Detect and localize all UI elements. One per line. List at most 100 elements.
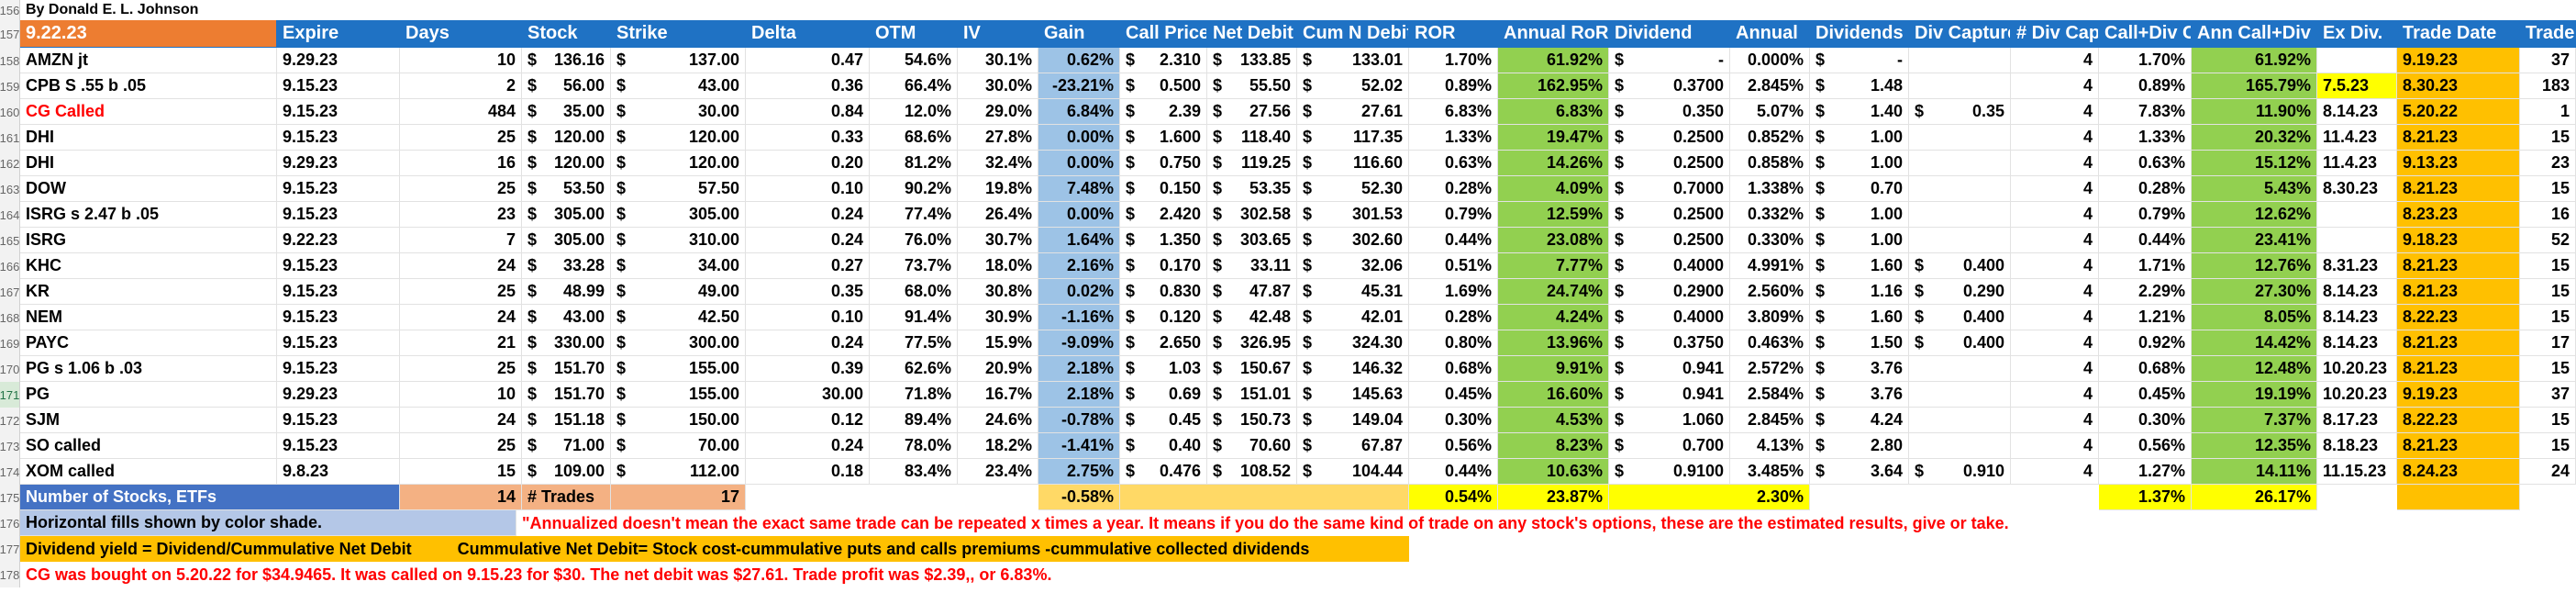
header-ror[interactable]: ROR: [1409, 20, 1498, 48]
cell-trades[interactable]: 183: [2520, 73, 2576, 99]
cell-days[interactable]: 10: [400, 382, 522, 408]
cell-trade-date[interactable]: 9.13.23: [2397, 151, 2520, 176]
header-call-price[interactable]: Call Price: [1120, 20, 1207, 48]
cell-iv[interactable]: 30.8%: [958, 279, 1038, 305]
cell-div-capture[interactable]: [1909, 125, 2011, 151]
cell-cum[interactable]: $133.01: [1297, 48, 1409, 73]
header-iv[interactable]: IV: [958, 20, 1038, 48]
cell-stock[interactable]: $151.18: [522, 408, 611, 433]
cell-expire[interactable]: 9.15.23: [277, 176, 400, 202]
cell-iv[interactable]: 18.2%: [958, 433, 1038, 459]
cell-call-div[interactable]: 2.29%: [2099, 279, 2192, 305]
cell-n-div[interactable]: 4: [2011, 382, 2099, 408]
cell-n-div[interactable]: 4: [2011, 151, 2099, 176]
header-div-capture[interactable]: Div Capture: [1909, 20, 2011, 48]
cell-strike[interactable]: $310.00: [611, 228, 746, 253]
cell-dividends[interactable]: $1.00: [1810, 202, 1909, 228]
cell-call-price[interactable]: $2.310: [1120, 48, 1207, 73]
cell-stock[interactable]: $330.00: [522, 330, 611, 356]
cell-trades[interactable]: 1: [2520, 99, 2576, 125]
cell-expire[interactable]: 9.15.23: [277, 73, 400, 99]
cell-gain[interactable]: 2.18%: [1038, 382, 1120, 408]
row-number[interactable]: 162: [0, 151, 20, 176]
row-number[interactable]: 171: [0, 382, 20, 408]
row-number[interactable]: 170: [0, 356, 20, 382]
cell-annual-ror[interactable]: 4.09%: [1498, 176, 1609, 202]
annualized-note[interactable]: "Annualized doesn't mean the exact same …: [516, 510, 2576, 536]
cell-call-div[interactable]: 1.71%: [2099, 253, 2192, 279]
cell-stock[interactable]: $56.00: [522, 73, 611, 99]
cell-cum[interactable]: $302.60: [1297, 228, 1409, 253]
cell-annual[interactable]: 0.858%: [1730, 151, 1810, 176]
cell-ann-call-div[interactable]: 19.19%: [2192, 382, 2317, 408]
cell-dividend[interactable]: $0.3750: [1609, 330, 1730, 356]
cell-ex-div[interactable]: 8.30.23: [2317, 176, 2397, 202]
cell-stock[interactable]: $43.00: [522, 305, 611, 330]
cell-expire[interactable]: 9.15.23: [277, 356, 400, 382]
cell-ann-call-div[interactable]: 61.92%: [2192, 48, 2317, 73]
cell-dividends[interactable]: $ -: [1810, 48, 1909, 73]
cell-trade-date[interactable]: 8.21.23: [2397, 433, 2520, 459]
cell-call-div[interactable]: 0.44%: [2099, 228, 2192, 253]
cell-gain[interactable]: 0.00%: [1038, 151, 1120, 176]
cell-days[interactable]: 21: [400, 330, 522, 356]
cell-expire[interactable]: 9.15.23: [277, 99, 400, 125]
cell-call-price[interactable]: $0.830: [1120, 279, 1207, 305]
cell-days[interactable]: 7: [400, 228, 522, 253]
cell-ex-div[interactable]: 11.15.23: [2317, 459, 2397, 485]
row-number[interactable]: 157: [0, 20, 20, 48]
cell-trade-date[interactable]: 8.22.23: [2397, 408, 2520, 433]
cell-ex-div[interactable]: 8.18.23: [2317, 433, 2397, 459]
cell-n-div[interactable]: 4: [2011, 330, 2099, 356]
row-number[interactable]: 176: [0, 510, 20, 536]
cell-iv[interactable]: 24.6%: [958, 408, 1038, 433]
cell-n-div[interactable]: 4: [2011, 279, 2099, 305]
cell-dividends[interactable]: $1.60: [1810, 305, 1909, 330]
row-number[interactable]: 161: [0, 125, 20, 151]
trades-label[interactable]: # Trades: [522, 485, 611, 510]
cell-delta[interactable]: 0.27: [746, 253, 870, 279]
cell-days[interactable]: 24: [400, 305, 522, 330]
cell-dividends[interactable]: $3.64: [1810, 459, 1909, 485]
header-annual[interactable]: Annual: [1730, 20, 1810, 48]
cell-name[interactable]: PAYC: [20, 330, 277, 356]
cell-call-div[interactable]: 1.27%: [2099, 459, 2192, 485]
header-cum[interactable]: Cum N Debit: [1297, 20, 1409, 48]
cell-div-capture[interactable]: $0.35: [1909, 99, 2011, 125]
cell-call-price[interactable]: $0.40: [1120, 433, 1207, 459]
annual-ror-total[interactable]: 23.87%: [1498, 485, 1609, 510]
cell-strike[interactable]: $137.00: [611, 48, 746, 73]
cell-name[interactable]: DHI: [20, 125, 277, 151]
cell-net-debit[interactable]: $27.56: [1207, 99, 1297, 125]
cell-expire[interactable]: 9.15.23: [277, 202, 400, 228]
cell-annual-ror[interactable]: 7.77%: [1498, 253, 1609, 279]
cell-strike[interactable]: $155.00: [611, 356, 746, 382]
cell-stock[interactable]: $305.00: [522, 202, 611, 228]
cell-expire[interactable]: 9.29.23: [277, 382, 400, 408]
cell-trades[interactable]: 15: [2520, 125, 2576, 151]
cell-call-div[interactable]: 1.33%: [2099, 125, 2192, 151]
cell-ann-call-div[interactable]: 7.37%: [2192, 408, 2317, 433]
cell-annual-ror[interactable]: 12.59%: [1498, 202, 1609, 228]
cell-delta[interactable]: 0.24: [746, 202, 870, 228]
cell-otm[interactable]: 77.4%: [870, 202, 958, 228]
trade-date-total-fill[interactable]: [2397, 485, 2520, 510]
header-ann-call-div[interactable]: Ann Call+Div: [2192, 20, 2317, 48]
cell-call-div[interactable]: 0.56%: [2099, 433, 2192, 459]
cell-otm[interactable]: 89.4%: [870, 408, 958, 433]
cell-annual[interactable]: 4.13%: [1730, 433, 1810, 459]
header-dividends[interactable]: Dividends: [1810, 20, 1909, 48]
cell-net-debit[interactable]: $70.60: [1207, 433, 1297, 459]
cell-otm[interactable]: 66.4%: [870, 73, 958, 99]
cell-annual[interactable]: 2.560%: [1730, 279, 1810, 305]
cell-annual[interactable]: 3.809%: [1730, 305, 1810, 330]
cell-cum[interactable]: $149.04: [1297, 408, 1409, 433]
cell-name[interactable]: PG: [20, 382, 277, 408]
cell-stock[interactable]: $48.99: [522, 279, 611, 305]
cell-n-div[interactable]: 4: [2011, 202, 2099, 228]
cell-call-div[interactable]: 1.70%: [2099, 48, 2192, 73]
cell-delta[interactable]: 0.20: [746, 151, 870, 176]
cell-name[interactable]: ISRG s 2.47 b .05: [20, 202, 277, 228]
cell-iv[interactable]: 30.9%: [958, 305, 1038, 330]
cell-ann-call-div[interactable]: 15.12%: [2192, 151, 2317, 176]
